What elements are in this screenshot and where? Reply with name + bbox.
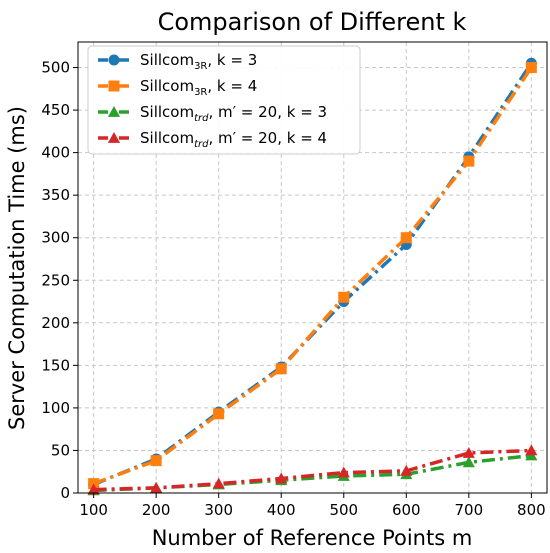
data-point	[463, 155, 475, 167]
data-point	[525, 444, 538, 456]
y-axis: 0 50 100 150 200 250 300 350 400 450 500	[41, 59, 78, 502]
data-point	[150, 455, 162, 467]
x-tick-label: 500	[329, 501, 358, 519]
data-point	[462, 456, 475, 468]
x-tick-label: 400	[267, 501, 296, 519]
data-point	[213, 408, 225, 420]
data-point	[525, 62, 537, 74]
data-point	[400, 464, 413, 476]
legend-marker	[108, 80, 120, 92]
y-tick-label: 200	[41, 314, 70, 332]
y-tick-label: 350	[41, 186, 70, 204]
legend-marker	[107, 131, 121, 143]
legend-marker	[107, 105, 121, 117]
y-tick-label: 100	[41, 399, 70, 417]
legend-label: Sillcomtrd, m′ = 20, k = 4	[140, 129, 327, 150]
data-point	[337, 466, 350, 478]
x-tick-label: 600	[392, 501, 421, 519]
legend-entry: Sillcom3R, k = 3	[98, 51, 257, 72]
x-tick-label: 200	[142, 501, 171, 519]
y-tick-label: 400	[41, 144, 70, 162]
y-axis-label: Server Computation Time (ms)	[5, 106, 29, 430]
data-point	[87, 483, 100, 495]
legend-entry: Sillcomtrd, m′ = 20, k = 3	[98, 103, 327, 124]
legend-entry: Sillcomtrd, m′ = 20, k = 4	[98, 129, 327, 150]
x-axis: 100 200 300 400 500 600 700 800	[79, 493, 546, 519]
series-group	[87, 57, 538, 496]
legend-box	[87, 45, 361, 155]
data-point	[150, 481, 163, 493]
data-point	[400, 232, 412, 244]
series-line	[93, 448, 532, 492]
data-point	[212, 477, 225, 489]
x-tick-label: 100	[79, 501, 108, 519]
x-axis-label: Number of Reference Points m	[152, 526, 473, 550]
data-point	[462, 446, 475, 458]
y-tick-label: 0	[60, 484, 70, 502]
y-tick-label: 150	[41, 356, 70, 374]
y-tick-label: 50	[51, 441, 70, 459]
data-point	[338, 291, 350, 303]
legend-entry: Sillcom3R, k = 4	[98, 77, 257, 98]
x-tick-label: 800	[517, 501, 546, 519]
x-tick-label: 700	[455, 501, 484, 519]
y-tick-label: 300	[41, 229, 70, 247]
legend-label: Sillcomtrd, m′ = 20, k = 3	[140, 103, 327, 124]
y-tick-label: 250	[41, 271, 70, 289]
legend: Sillcom3R, k = 3 Sillcom3R, k = 4 Sillcomt…	[87, 45, 361, 155]
data-point	[275, 363, 287, 375]
plot-frame	[77, 41, 548, 494]
y-tick-label: 450	[41, 101, 70, 119]
x-tick-label: 300	[204, 501, 233, 519]
data-point	[275, 472, 288, 484]
legend-marker	[108, 54, 120, 66]
legend-label: Sillcom3R, k = 4	[140, 77, 257, 98]
chart-title: Comparison of Different k	[158, 8, 467, 36]
series-line	[93, 66, 533, 486]
y-tick-label: 500	[41, 59, 70, 77]
series-line	[93, 453, 532, 493]
series-4	[87, 444, 538, 495]
legend-label: Sillcom3R, k = 3	[140, 51, 257, 72]
